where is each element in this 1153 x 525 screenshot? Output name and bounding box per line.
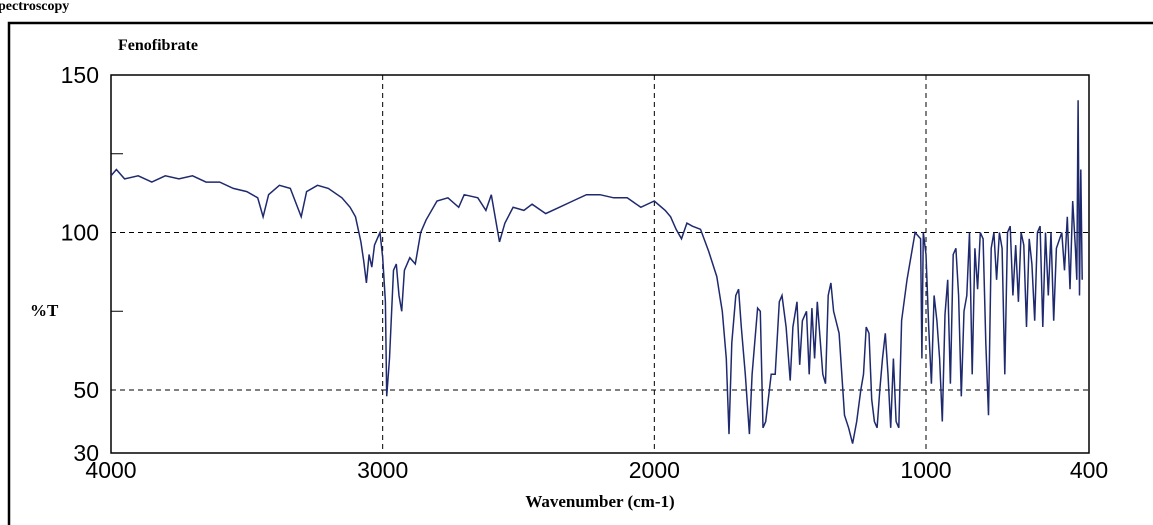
x-tick-label: 400	[1070, 457, 1108, 483]
plot-area	[110, 74, 1090, 454]
x-tick-label: 4000	[85, 457, 136, 483]
x-tick-label: 2000	[629, 457, 680, 483]
x-axis-label: Wavenumber (cm-1)	[525, 492, 674, 511]
chart-title: Fenofibrate	[118, 37, 198, 54]
y-axis-label: %T	[30, 301, 59, 320]
y-tick-label: 50	[73, 377, 99, 403]
spectrum-line	[110, 100, 1083, 444]
y-tick-label: 150	[61, 62, 99, 88]
y-tick-label: 30	[73, 440, 99, 466]
frame	[7, 21, 1153, 525]
y-tick-label: 100	[61, 220, 99, 246]
x-tick-label: 3000	[357, 457, 408, 483]
x-tick-label: 1000	[900, 457, 951, 483]
header-text: pectroscopy	[0, 0, 69, 14]
